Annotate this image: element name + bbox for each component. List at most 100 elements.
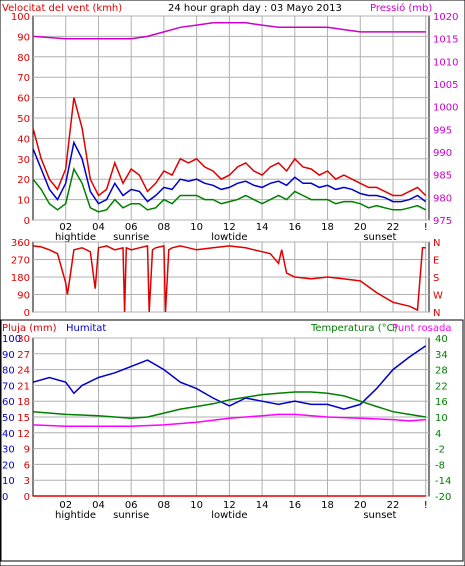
y-tick-label-humidity: 40 bbox=[2, 429, 15, 440]
y-tick-label-rain: 15 bbox=[17, 413, 30, 424]
x-event-label: lowtide bbox=[211, 232, 247, 243]
y-tick-label-rain: 12 bbox=[17, 429, 30, 440]
y-tick-label-rain: 30 bbox=[17, 334, 30, 345]
y-tick-label-rain: 9 bbox=[24, 445, 30, 456]
x-tick-label: 10 bbox=[190, 500, 203, 511]
y-tick-label-left: 10 bbox=[17, 196, 30, 207]
x-event-label: hightide bbox=[55, 510, 96, 521]
y-tick-label-temperature: 28 bbox=[435, 366, 448, 377]
x-tick-label: 02 bbox=[59, 222, 72, 233]
series-line-pressure bbox=[32, 22, 426, 40]
y-tick-label-right: E bbox=[433, 256, 439, 267]
y-tick-label-right: 990 bbox=[433, 148, 452, 159]
y-tick-label-temperature: 10 bbox=[435, 413, 448, 424]
y-tick-label-humidity: 20 bbox=[2, 460, 15, 471]
y-tick-label-humidity: 10 bbox=[2, 476, 15, 487]
y-tick-label-rain: 21 bbox=[17, 381, 30, 392]
panel3-y-axis-humidity: 0 10 20 30 40 50 60 70 80 90 100 bbox=[2, 334, 21, 503]
y-tick-label-right: W bbox=[433, 291, 443, 302]
series-line-avg bbox=[32, 140, 427, 205]
y-tick-label-right: 975 bbox=[433, 216, 452, 227]
humidity-temperature-panel: 0 3 6 9 12 15 18 21 24 27 30 0 10 20 30 40 50 60 70 80 90 10… bbox=[2, 334, 451, 521]
y-tick-label-right: 1010 bbox=[433, 57, 458, 68]
y-tick-label-right: N bbox=[433, 238, 440, 249]
y-tick-label-temperature: -20 bbox=[435, 492, 451, 503]
x-tick-label: 18 bbox=[321, 222, 334, 233]
panel2-grid bbox=[33, 241, 429, 313]
y-tick-label-humidity: 0 bbox=[2, 492, 8, 503]
y-tick-label-right: S bbox=[433, 273, 439, 284]
panel2-y-axis-left: 0 90 180 270 360 bbox=[11, 238, 30, 319]
y-tick-label-left: 50 bbox=[17, 114, 30, 125]
y-tick-label-left: 90 bbox=[17, 291, 30, 302]
x-tick-label: 06 bbox=[125, 500, 138, 511]
y-tick-label-left: 360 bbox=[11, 238, 30, 249]
y-tick-label-rain: 18 bbox=[17, 397, 30, 408]
panel3-y-axis-rain: 0 3 6 9 12 15 18 21 24 27 30 bbox=[17, 334, 30, 503]
x-tick-label: 08 bbox=[158, 500, 171, 511]
x-event-label: sunrise bbox=[113, 510, 149, 521]
x-tick-label: 04 bbox=[92, 500, 105, 511]
rain-label: Pluja (mm) bbox=[2, 323, 57, 334]
x-tick-label: 08 bbox=[158, 222, 171, 233]
series-line-direction bbox=[32, 244, 426, 313]
x-tick-label: ! bbox=[424, 500, 428, 511]
y-tick-label-right: 1000 bbox=[433, 103, 458, 114]
x-tick-label: 16 bbox=[288, 500, 301, 511]
y-tick-label-left: 20 bbox=[17, 175, 30, 186]
panel3-x-axis: 02 04 06 08 10 12 14 16 18 20 22 ! hightide sunrise lo… bbox=[55, 500, 428, 521]
y-tick-label-rain: 6 bbox=[24, 460, 30, 471]
y-tick-label-right: 1005 bbox=[433, 80, 458, 91]
y-tick-label-rain: 24 bbox=[17, 366, 30, 377]
x-event-label: hightide bbox=[55, 232, 96, 243]
x-tick-label: 20 bbox=[354, 222, 367, 233]
series-line-temperature bbox=[32, 391, 426, 420]
y-tick-label-right: 1020 bbox=[433, 12, 458, 23]
x-event-label: sunrise bbox=[113, 232, 149, 243]
series-line-dew bbox=[32, 413, 426, 427]
x-tick-label: 18 bbox=[321, 500, 334, 511]
x-tick-label: 02 bbox=[59, 500, 72, 511]
x-tick-label: 22 bbox=[387, 222, 400, 233]
y-tick-label-rain: 27 bbox=[17, 350, 30, 361]
x-tick-label: 16 bbox=[288, 222, 301, 233]
y-tick-label-left: 80 bbox=[17, 53, 30, 64]
y-tick-label-rain: 0 bbox=[24, 492, 30, 503]
y-tick-label-right: N bbox=[433, 308, 440, 319]
panel3-series bbox=[32, 345, 427, 497]
y-tick-label-left: 90 bbox=[17, 32, 30, 43]
panel3-y-axis-temperature: -20 -14 -8 -2 4 10 16 22 28 34 40 bbox=[435, 334, 451, 503]
y-tick-label-temperature: 34 bbox=[435, 350, 448, 361]
panel1-y-axis-right: 975 980 985 990 995 1000 1005 1010 1015 1020 bbox=[433, 12, 458, 227]
y-tick-label-right: 995 bbox=[433, 125, 452, 136]
y-tick-label-left: 0 bbox=[24, 308, 30, 319]
x-tick-label: 12 bbox=[223, 222, 236, 233]
x-tick-label: 12 bbox=[223, 500, 236, 511]
pressure-label: Pressió (mb) bbox=[370, 2, 432, 14]
panel3-grid bbox=[33, 337, 429, 497]
y-tick-label-temperature: -14 bbox=[435, 476, 451, 487]
x-event-label: sunset bbox=[363, 232, 396, 243]
y-tick-label-humidity: 90 bbox=[2, 350, 15, 361]
y-tick-label-temperature: 16 bbox=[435, 397, 448, 408]
panel1-y-axis-left: 0 10 20 30 40 50 60 70 80 90 100 bbox=[11, 12, 30, 227]
y-tick-label-left: 70 bbox=[17, 73, 30, 84]
y-tick-label-left: 40 bbox=[17, 134, 30, 145]
series-line-low bbox=[32, 166, 427, 213]
y-tick-label-humidity: 60 bbox=[2, 397, 15, 408]
panel1-grid bbox=[33, 15, 429, 221]
y-tick-label-left: 60 bbox=[17, 94, 30, 105]
y-tick-label-humidity: 70 bbox=[2, 381, 15, 392]
y-tick-label-temperature: 22 bbox=[435, 381, 448, 392]
y-tick-label-temperature: -2 bbox=[435, 445, 445, 456]
panel2-series bbox=[32, 244, 426, 313]
y-tick-label-left: 30 bbox=[17, 155, 30, 166]
x-tick-label: 22 bbox=[387, 500, 400, 511]
y-tick-label-humidity: 80 bbox=[2, 366, 15, 377]
y-tick-label-right: 980 bbox=[433, 193, 452, 204]
series-line-gust bbox=[32, 97, 427, 197]
